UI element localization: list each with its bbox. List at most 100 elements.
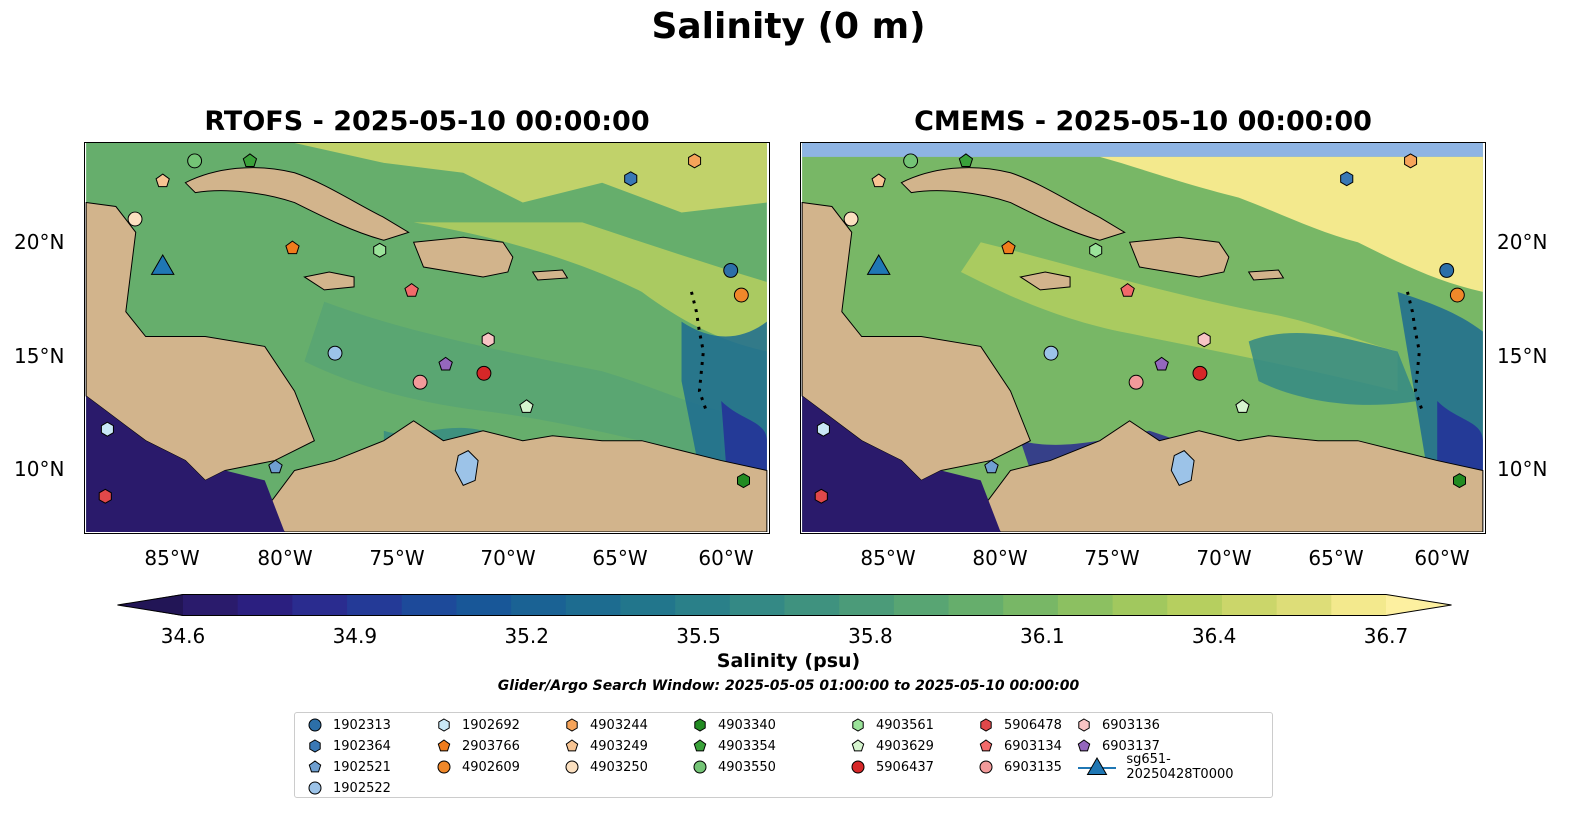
legend-marker-4903354[interactable] (693, 739, 707, 752)
land-south-america (264, 420, 768, 532)
legend-marker-4903561[interactable] (852, 718, 864, 732)
figure-title: Salinity (0 m) (651, 6, 926, 47)
colorbar-bin (565, 594, 622, 616)
legend-marker-2903766[interactable] (437, 739, 451, 752)
marker-4903249[interactable] (871, 173, 886, 188)
legend-marker-4903340[interactable] (694, 718, 706, 732)
land-puerto-rico (531, 269, 569, 281)
legend-item: 4903561 (850, 715, 934, 735)
legend-label: 4903249 (590, 738, 648, 754)
legend-marker-4902609[interactable] (437, 760, 451, 774)
legend-marker-4903550[interactable] (693, 760, 707, 774)
marker-6903136[interactable] (481, 332, 495, 348)
legend-label: 1902521 (333, 759, 391, 775)
legend-item: 2903766 (436, 736, 520, 756)
legend-marker-6903134[interactable] (979, 739, 993, 752)
rtofs-salinity-map[interactable] (84, 142, 770, 534)
marker-4903249[interactable] (155, 173, 170, 188)
marker-sg651-20250428T0000[interactable] (866, 254, 891, 275)
lesser-antilles (1406, 291, 1424, 412)
legend-marker-4903629[interactable] (851, 739, 865, 752)
legend-label: 1902313 (333, 717, 391, 733)
legend-marker-4903244[interactable] (566, 718, 578, 732)
legend-label: 6903136 (1102, 717, 1160, 733)
legend-item: 4903244 (564, 715, 648, 735)
legend-marker-6903137[interactable] (1077, 739, 1091, 752)
colorbar-bin (183, 594, 239, 616)
legend-marker-5906437[interactable] (851, 760, 865, 774)
marker-1902521[interactable] (268, 459, 283, 474)
land-jamaica (303, 271, 355, 291)
legend-marker-1902313[interactable] (308, 718, 322, 732)
marker-1902692[interactable] (100, 421, 114, 437)
legend-item: 4903629 (850, 736, 934, 756)
marker-6903134[interactable] (404, 283, 419, 297)
marker-6903137[interactable] (438, 356, 453, 371)
marker-4903561[interactable] (1089, 242, 1103, 258)
marker-4903244[interactable] (1404, 153, 1418, 169)
marker-1902364[interactable] (624, 171, 638, 187)
lake-maracaibo (454, 450, 479, 486)
colorbar-bin (1221, 594, 1278, 616)
legend-marker-1902521[interactable] (308, 760, 322, 773)
marker-6903134[interactable] (1120, 283, 1135, 297)
legend-marker-1902364[interactable] (309, 739, 321, 753)
colorbar-bin (1276, 594, 1332, 616)
marker-4903354[interactable] (242, 153, 258, 168)
land-central-america (801, 201, 1031, 482)
marker-4903561[interactable] (373, 242, 387, 258)
marker-2903766[interactable] (285, 240, 300, 255)
marker-6903136[interactable] (1197, 332, 1211, 348)
marker-4903244[interactable] (688, 153, 702, 169)
lon-tick-75w-left: 75°W (369, 546, 425, 570)
marker-4903340[interactable] (737, 473, 751, 489)
marker-1902522[interactable] (1043, 345, 1059, 361)
legend-marker-5906478[interactable] (980, 718, 992, 732)
legend-item: 1902692 (436, 715, 520, 735)
colorbar-bin (511, 594, 567, 616)
colorbar-tick-label: 34.9 (332, 624, 378, 648)
legend-marker-1902692[interactable] (438, 718, 450, 732)
legend-marker-6903135[interactable] (979, 760, 993, 774)
marker-1902521[interactable] (984, 459, 999, 474)
marker-4903629[interactable] (519, 399, 534, 413)
cmems-salinity-map[interactable] (800, 142, 1486, 534)
marker-6903135[interactable] (1128, 374, 1144, 390)
marker-4903250[interactable] (127, 211, 143, 227)
marker-1902364[interactable] (1340, 171, 1354, 187)
legend-marker-4903250[interactable] (565, 760, 579, 774)
marker-sg651-20250428T0000[interactable] (150, 254, 175, 275)
legend-label: 4903354 (718, 738, 776, 754)
legend-marker-4903249[interactable] (565, 739, 579, 752)
legend-marker-6903136[interactable] (1078, 718, 1090, 732)
legend-label: 5906437 (876, 759, 934, 775)
marker-1902522[interactable] (327, 345, 343, 361)
marker-4903629[interactable] (1235, 399, 1250, 413)
marker-4903550[interactable] (903, 153, 919, 169)
legend-item: 5906437 (850, 757, 934, 777)
marker-5906478[interactable] (814, 488, 828, 504)
marker-1902313[interactable] (723, 262, 739, 278)
marker-6903137[interactable] (1154, 356, 1169, 371)
legend-item: 4903340 (692, 715, 776, 735)
legend-label: 4902609 (462, 759, 520, 775)
marker-4903250[interactable] (843, 211, 859, 227)
marker-1902692[interactable] (816, 421, 830, 437)
marker-5906478[interactable] (98, 488, 112, 504)
marker-6903135[interactable] (412, 374, 428, 390)
legend-marker-sg651-20250428T0000[interactable] (1086, 757, 1108, 775)
marker-4902609[interactable] (733, 287, 749, 303)
marker-5906437[interactable] (476, 365, 492, 381)
marker-1902313[interactable] (1439, 262, 1455, 278)
colorbar-tick-label: 34.6 (160, 624, 206, 648)
marker-2903766[interactable] (1001, 240, 1016, 255)
marker-4903354[interactable] (958, 153, 974, 168)
legend-label: 4903250 (590, 759, 648, 775)
legend-marker-1902522[interactable] (308, 781, 322, 795)
marker-4903340[interactable] (1453, 473, 1467, 489)
legend-label: 4903340 (718, 717, 776, 733)
marker-4903550[interactable] (187, 153, 203, 169)
marker-5906437[interactable] (1192, 365, 1208, 381)
marker-4902609[interactable] (1449, 287, 1465, 303)
legend-item: 1902313 (307, 715, 391, 735)
